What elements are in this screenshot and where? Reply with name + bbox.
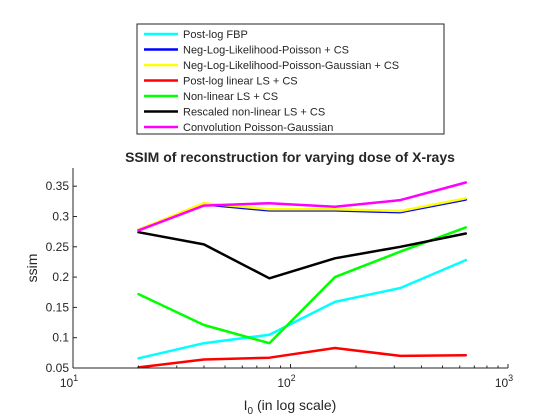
x-axis-label: I0 (in log scale) bbox=[244, 397, 337, 417]
legend-label-1: Neg-Log-Likelihood-Poisson + CS bbox=[183, 45, 349, 57]
axes: 101 102 103 0.05 0.1 0.15 0.2 0.25 0.3 0.35 bbox=[46, 168, 513, 390]
series-line-4 bbox=[137, 226, 468, 345]
legend-label-5: Rescaled non-linear LS + CS bbox=[183, 107, 325, 119]
chart-title: SSIM of reconstruction for varying dose … bbox=[125, 149, 455, 165]
series-line-5 bbox=[137, 230, 468, 280]
x-axis-label-sub: 0 bbox=[248, 406, 254, 417]
x-axis-label-main: I bbox=[244, 397, 248, 413]
x-ticks: 101 102 103 bbox=[60, 364, 513, 390]
y-tick-label-1: 0.1 bbox=[52, 331, 69, 345]
series-line-0 bbox=[137, 258, 468, 360]
y-tick-label-0: 0.05 bbox=[46, 361, 70, 375]
legend-label-0: Post-log FBP bbox=[183, 29, 248, 41]
x-tick-label-2: 103 bbox=[495, 373, 513, 390]
x-axis-label-suffix: (in log scale) bbox=[253, 397, 336, 413]
legend: Post-log FBP Neg-Log-Likelihood-Poisson +… bbox=[136, 23, 445, 135]
y-tick-label-3: 0.2 bbox=[52, 270, 69, 284]
y-axis-label: ssim bbox=[24, 254, 40, 283]
legend-box bbox=[136, 23, 445, 135]
series-line-6 bbox=[137, 181, 468, 232]
series-line-3 bbox=[137, 346, 468, 369]
y-ticks: 0.05 0.1 0.15 0.2 0.25 0.3 0.35 bbox=[46, 179, 77, 375]
y-tick-label-4: 0.25 bbox=[46, 240, 70, 254]
x-tick-label-0: 101 bbox=[60, 373, 78, 390]
legend-label-3: Post-log linear LS + CS bbox=[183, 76, 298, 88]
legend-label-4: Non-linear LS + CS bbox=[183, 91, 278, 103]
plot-series bbox=[137, 181, 468, 369]
y-tick-label-6: 0.35 bbox=[46, 179, 70, 193]
legend-label-6: Convolution Poisson-Gaussian bbox=[183, 122, 333, 134]
series-line-2 bbox=[137, 197, 468, 232]
y-tick-label-2: 0.15 bbox=[46, 300, 70, 314]
legend-label-2: Neg-Log-Likelihood-Poisson-Gaussian + CS bbox=[183, 60, 399, 72]
x-tick-label-1: 102 bbox=[277, 373, 295, 390]
y-tick-label-5: 0.3 bbox=[52, 209, 69, 223]
